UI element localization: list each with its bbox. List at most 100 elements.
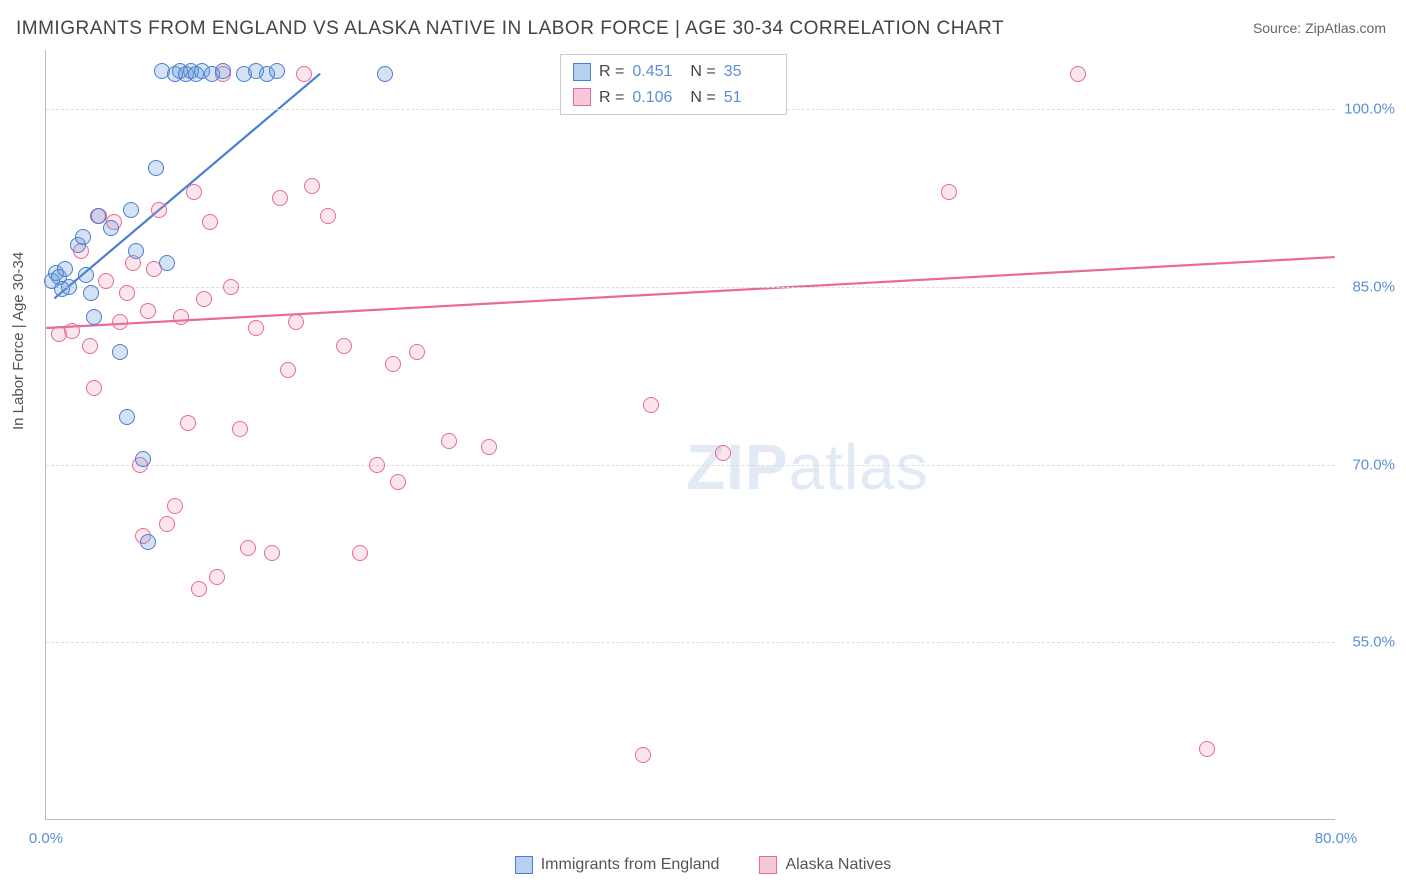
chart-container: IMMIGRANTS FROM ENGLAND VS ALASKA NATIVE… <box>0 0 1406 892</box>
n-value: 51 <box>724 85 774 111</box>
scatter-point <box>248 320 264 336</box>
legend-series-label: Immigrants from England <box>541 856 720 874</box>
source-prefix: Source: <box>1253 20 1305 36</box>
plot-area: ZIPatlas 55.0%70.0%85.0%100.0%0.0%80.0% <box>45 50 1335 820</box>
scatter-point <box>941 184 957 200</box>
scatter-point <box>112 314 128 330</box>
legend-swatch <box>515 856 533 874</box>
gridline <box>46 465 1335 466</box>
scatter-point <box>112 344 128 360</box>
scatter-point <box>61 279 77 295</box>
scatter-point <box>209 569 225 585</box>
scatter-point <box>409 344 425 360</box>
y-tick-label: 70.0% <box>1340 456 1395 473</box>
source-attribution: Source: ZipAtlas.com <box>1253 20 1386 36</box>
legend-stats: R = 0.451 N = 35 R = 0.106 N = 51 <box>560 54 787 115</box>
scatter-point <box>1199 741 1215 757</box>
legend-series: Immigrants from England Alaska Natives <box>0 856 1406 874</box>
scatter-point <box>643 397 659 413</box>
scatter-point <box>75 229 91 245</box>
scatter-point <box>57 261 73 277</box>
scatter-point <box>186 184 202 200</box>
y-tick-label: 85.0% <box>1340 278 1395 295</box>
scatter-point <box>86 309 102 325</box>
r-value: 0.106 <box>632 85 682 111</box>
watermark-light: atlas <box>789 431 929 503</box>
scatter-point <box>635 747 651 763</box>
scatter-point <box>140 534 156 550</box>
scatter-point <box>90 208 106 224</box>
scatter-point <box>481 439 497 455</box>
scatter-point <box>320 208 336 224</box>
scatter-point <box>128 243 144 259</box>
scatter-point <box>288 314 304 330</box>
scatter-point <box>173 309 189 325</box>
scatter-point <box>159 516 175 532</box>
scatter-point <box>232 421 248 437</box>
r-label: R = <box>599 85 624 111</box>
scatter-point <box>119 409 135 425</box>
watermark-bold: ZIP <box>686 431 789 503</box>
scatter-point <box>98 273 114 289</box>
scatter-point <box>280 362 296 378</box>
scatter-point <box>390 474 406 490</box>
x-tick-label: 0.0% <box>29 830 63 847</box>
scatter-point <box>223 279 239 295</box>
legend-swatch <box>573 88 591 106</box>
x-tick-label: 80.0% <box>1315 830 1358 847</box>
scatter-point <box>202 214 218 230</box>
n-value: 35 <box>724 59 774 85</box>
scatter-point <box>64 323 80 339</box>
scatter-point <box>151 202 167 218</box>
scatter-point <box>148 160 164 176</box>
legend-swatch <box>573 63 591 81</box>
scatter-point <box>119 285 135 301</box>
scatter-point <box>123 202 139 218</box>
y-tick-label: 100.0% <box>1340 101 1395 118</box>
y-tick-label: 55.0% <box>1340 634 1395 651</box>
legend-series-label: Alaska Natives <box>785 856 891 874</box>
scatter-point <box>264 545 280 561</box>
scatter-point <box>272 190 288 206</box>
r-label: R = <box>599 59 624 85</box>
scatter-point <box>296 66 312 82</box>
scatter-point <box>715 445 731 461</box>
chart-title: IMMIGRANTS FROM ENGLAND VS ALASKA NATIVE… <box>16 18 1004 40</box>
scatter-point <box>83 285 99 301</box>
r-value: 0.451 <box>632 59 682 85</box>
scatter-point <box>240 540 256 556</box>
scatter-point <box>385 356 401 372</box>
scatter-point <box>352 545 368 561</box>
scatter-point <box>336 338 352 354</box>
legend-series-item: Alaska Natives <box>759 856 891 874</box>
scatter-point <box>78 267 94 283</box>
scatter-point <box>369 457 385 473</box>
scatter-point <box>140 303 156 319</box>
watermark: ZIPatlas <box>686 430 929 504</box>
gridline <box>46 642 1335 643</box>
scatter-point <box>159 255 175 271</box>
y-axis-title: In Labor Force | Age 30-34 <box>10 252 27 430</box>
scatter-point <box>135 451 151 467</box>
scatter-point <box>269 63 285 79</box>
legend-series-item: Immigrants from England <box>515 856 720 874</box>
scatter-point <box>377 66 393 82</box>
scatter-point <box>86 380 102 396</box>
n-label: N = <box>690 59 715 85</box>
legend-swatch <box>759 856 777 874</box>
scatter-point <box>441 433 457 449</box>
scatter-point <box>196 291 212 307</box>
scatter-point <box>103 220 119 236</box>
scatter-point <box>215 63 231 79</box>
trend-line <box>46 257 1334 328</box>
scatter-point <box>180 415 196 431</box>
scatter-point <box>167 498 183 514</box>
scatter-point <box>82 338 98 354</box>
scatter-point <box>191 581 207 597</box>
legend-stats-row: R = 0.106 N = 51 <box>573 85 774 111</box>
legend-stats-row: R = 0.451 N = 35 <box>573 59 774 85</box>
scatter-point <box>304 178 320 194</box>
source-name: ZipAtlas.com <box>1305 20 1386 36</box>
n-label: N = <box>690 85 715 111</box>
scatter-point <box>1070 66 1086 82</box>
